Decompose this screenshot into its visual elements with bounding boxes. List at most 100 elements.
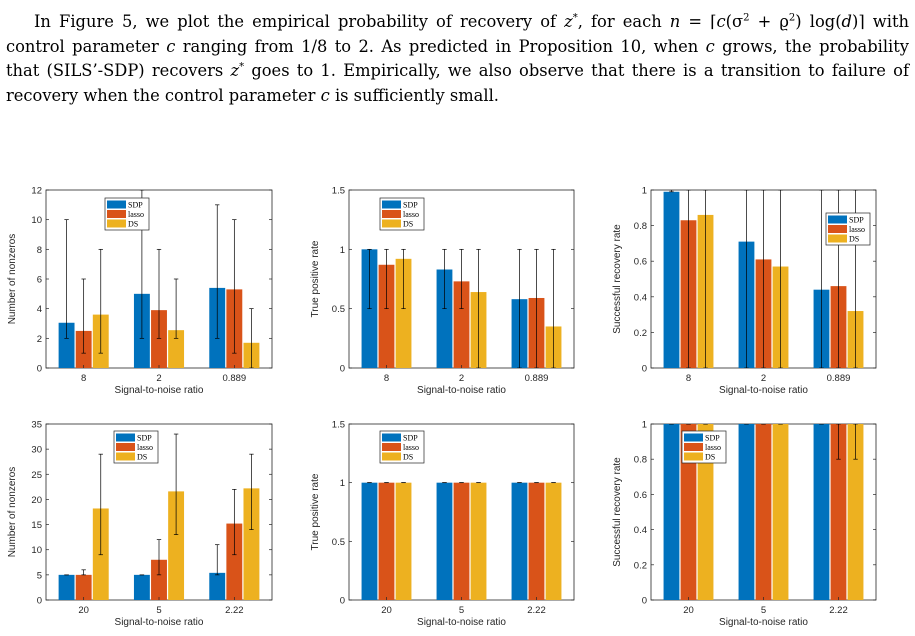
y-tick-label: 0 (642, 596, 647, 607)
y-tick-label: 0.6 (634, 490, 647, 501)
y-tick-label: 0.8 (634, 221, 647, 232)
y-axis-label: Number of nonzeros (7, 234, 18, 325)
y-tick-label: 1 (340, 478, 345, 489)
legend-swatch-ds (684, 452, 703, 461)
y-tick-label: 0.5 (332, 304, 345, 315)
legend-label-ds: DS (705, 453, 715, 462)
y-tick-label: 1.5 (332, 186, 345, 197)
legend-label-sdp: SDP (137, 434, 152, 443)
x-axis-label: Signal-to-noise ratio (115, 385, 204, 396)
legend-label-ds: DS (137, 453, 147, 462)
bar-lasso (528, 482, 545, 600)
y-axis-label: True positive rate (310, 240, 321, 317)
x-tick-label: 2 (761, 373, 766, 384)
x-tick-label: 8 (686, 373, 691, 384)
bar-lasso (151, 559, 167, 600)
chart-2: 0 0.5 1 1.5 8 2 0.889 Signal-to-noise ratio True… (310, 186, 575, 396)
x-axis-label: Signal-to-noise ratio (115, 617, 204, 628)
legend-label-lasso: lasso (403, 210, 419, 219)
y-tick-label: 0.2 (634, 328, 647, 339)
x-tick-label: 20 (78, 605, 89, 616)
bar-sdp (436, 482, 453, 600)
bar-sdp (663, 191, 680, 368)
x-tick-label: 0.889 (222, 373, 246, 384)
y-tick-label: 10 (31, 545, 42, 556)
y-tick-label: 8 (37, 245, 42, 256)
x-tick-label: 5 (459, 605, 464, 616)
y-axis-label: Number of nonzeros (7, 467, 18, 558)
bar-lasso (151, 310, 167, 368)
intro-paragraph: In Figure 5, we plot the empirical proba… (6, 12, 909, 105)
legend-label-lasso: lasso (128, 210, 144, 219)
legend-label-sdp: SDP (128, 201, 143, 210)
legend-swatch-lasso (107, 210, 126, 218)
chart-6: 0 0.2 0.4 0.6 0.8 1 20 5 2.22 Signal-to-noise rat… (612, 420, 877, 628)
legend-swatch-lasso (116, 443, 135, 451)
x-tick-label: 20 (683, 605, 694, 616)
chart-4: 0 5 10 15 20 25 30 35 20 5 2.22 Signal-to-noise rat… (7, 420, 273, 628)
bar-sdp (209, 572, 226, 600)
bar-lasso (830, 424, 847, 600)
bar-ds (847, 424, 864, 600)
bar-lasso (453, 281, 470, 368)
y-tick-label: 30 (31, 445, 42, 456)
y-tick-label: 4 (37, 304, 42, 315)
legend-label-lasso: lasso (403, 443, 419, 452)
legend-swatch-sdp (382, 200, 401, 209)
x-axis-label: Signal-to-noise ratio (719, 385, 808, 396)
bar-lasso (378, 482, 395, 600)
legend-label-ds: DS (849, 235, 859, 244)
x-axis-label: Signal-to-noise ratio (719, 617, 808, 628)
y-tick-label: 1 (642, 186, 647, 197)
legend-swatch-sdp (116, 433, 135, 442)
legend-swatch-ds (382, 452, 401, 461)
legend-swatch-sdp (382, 433, 401, 442)
y-tick-label: 1.5 (332, 420, 345, 431)
legend-swatch-ds (382, 219, 401, 228)
y-tick-label: 0 (37, 596, 42, 607)
x-tick-label: 5 (761, 605, 766, 616)
legend-label-lasso: lasso (705, 443, 721, 452)
x-axis-label: Signal-to-noise ratio (417, 385, 506, 396)
bar-sdp (361, 482, 378, 600)
x-tick-label: 0.889 (525, 373, 549, 384)
bar-lasso (378, 264, 395, 368)
y-tick-label: 5 (37, 570, 42, 581)
plot-area (361, 248, 562, 368)
y-tick-label: 20 (31, 495, 42, 506)
bar-ds (168, 330, 185, 368)
y-tick-label: 25 (31, 470, 42, 481)
legend-label-lasso: lasso (137, 443, 153, 452)
chart-1: 0 2 4 6 8 10 12 8 2 0.889 Signal-to-noise ratio Num… (7, 186, 273, 396)
bar-ds (772, 424, 789, 600)
x-tick-label: 8 (81, 373, 86, 384)
y-tick-label: 0 (642, 364, 647, 375)
bar-ds (697, 424, 714, 600)
y-tick-label: 0.4 (634, 292, 647, 303)
chart-3: 0 0.2 0.4 0.6 0.8 1 8 2 0.889 Signal-to-noise rat… (612, 186, 877, 396)
bar-lasso (75, 574, 92, 600)
legend-swatch-ds (116, 452, 135, 461)
bar-lasso (226, 523, 243, 600)
bar-ds (243, 488, 260, 600)
plot-area (663, 190, 864, 368)
y-tick-label: 1 (642, 420, 647, 431)
legend-swatch-lasso (684, 443, 703, 451)
y-axis-label: Successful recovery rate (612, 457, 623, 567)
legend-swatch-lasso (382, 210, 401, 218)
x-tick-label: 5 (156, 605, 161, 616)
y-tick-label: 6 (37, 275, 42, 286)
y-axis-label: True positive rate (310, 473, 321, 550)
plot-area (58, 190, 260, 368)
y-tick-label: 1 (340, 245, 345, 256)
bar-lasso (680, 424, 697, 600)
y-tick-label: 0 (340, 364, 345, 375)
legend-label-sdp: SDP (403, 201, 418, 210)
x-tick-label: 2 (156, 373, 161, 384)
